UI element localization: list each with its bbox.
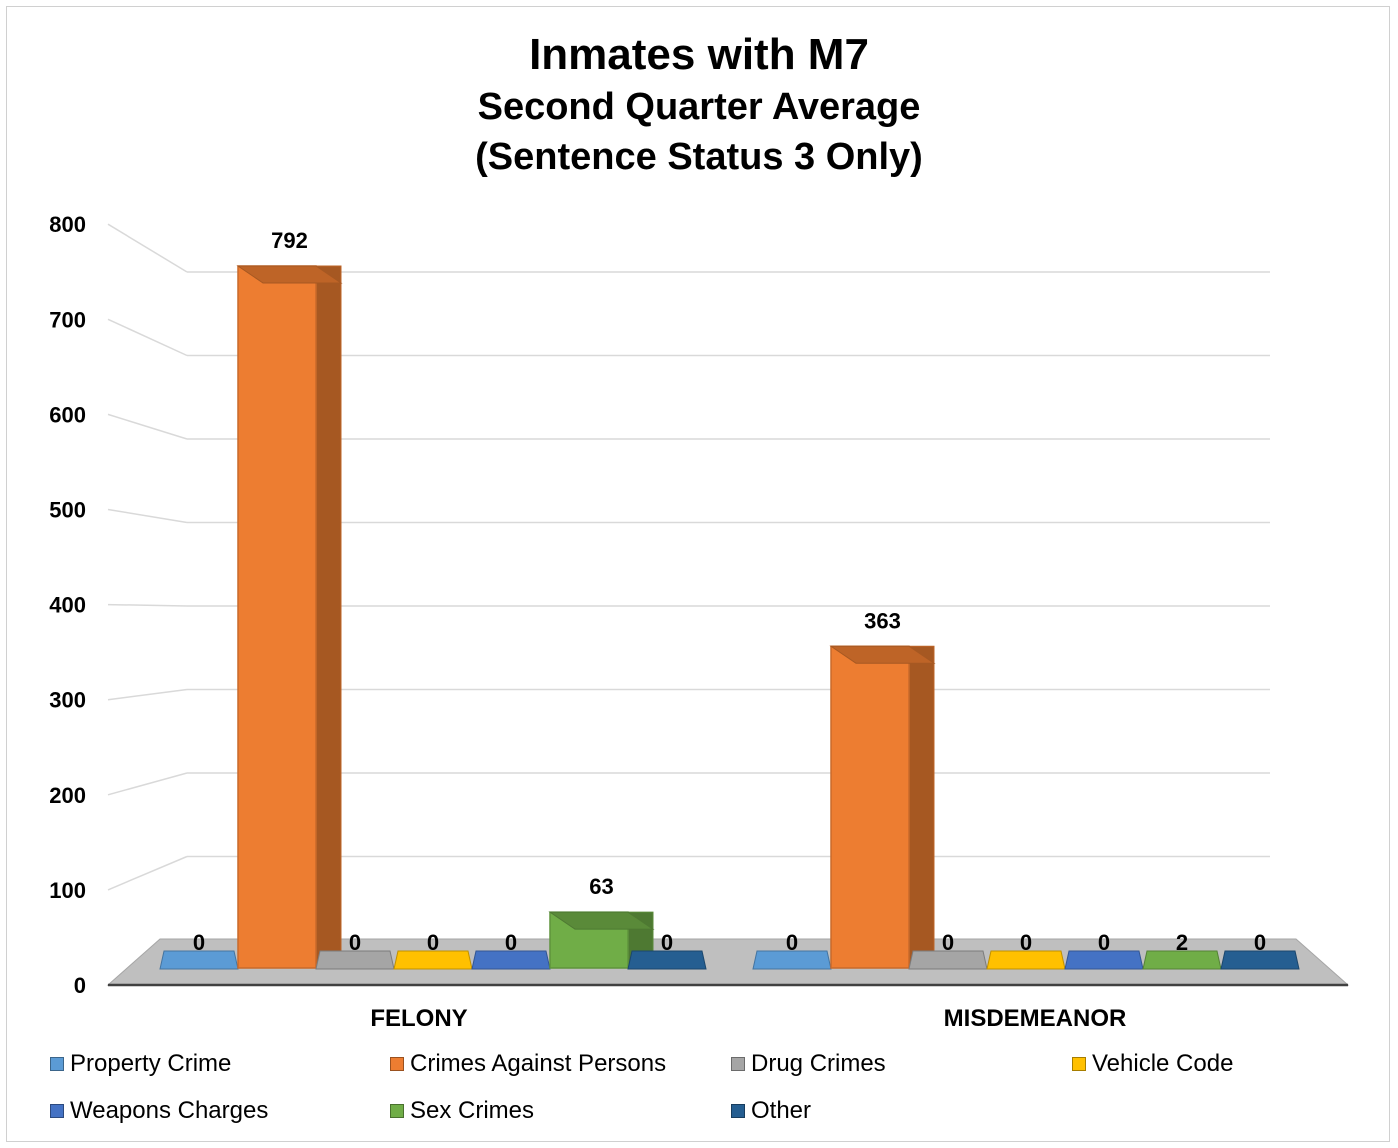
y-axis: 0 100 200 300 400 500 600 700 800 xyxy=(49,212,86,998)
side-gridline xyxy=(107,688,188,701)
legend-label: Vehicle Code xyxy=(1092,1050,1234,1077)
y-tick-label: 200 xyxy=(49,783,86,808)
bar-flat xyxy=(1064,950,1144,970)
chart-title: Inmates with M7 xyxy=(529,30,869,79)
bar-top xyxy=(829,645,936,664)
bar-flat xyxy=(908,950,988,970)
bar xyxy=(1142,950,1222,970)
bar-flat xyxy=(393,950,473,970)
x-category-label: FELONY xyxy=(370,1005,467,1032)
y-tick-label: 100 xyxy=(49,878,86,903)
x-axis: FELONY MISDEMEANOR xyxy=(370,1005,1126,1032)
bar xyxy=(1220,950,1300,970)
legend-swatch xyxy=(731,1104,745,1118)
bar xyxy=(752,950,832,970)
data-label: 0 xyxy=(786,930,798,955)
bar xyxy=(393,950,473,970)
bar-top xyxy=(548,911,655,930)
bar-top xyxy=(236,265,343,284)
chart-subtitle-line-1: Second Quarter Average xyxy=(477,86,921,128)
side-gridline xyxy=(107,223,188,273)
data-label: 363 xyxy=(864,608,901,633)
bar-flat xyxy=(159,950,239,970)
side-gridline xyxy=(107,603,188,607)
side-gridline xyxy=(107,413,188,440)
data-label: 0 xyxy=(661,930,673,955)
legend-swatch xyxy=(390,1057,404,1071)
data-label: 0 xyxy=(349,930,361,955)
data-labels: 0 792 0 0 0 63 0 0 363 0 0 0 2 0 xyxy=(193,228,1266,955)
bar xyxy=(315,950,395,970)
data-label: 2 xyxy=(1176,930,1188,955)
bar-flat xyxy=(986,950,1066,970)
legend-label: Crimes Against Persons xyxy=(410,1050,667,1077)
bar xyxy=(829,645,936,969)
data-label: 0 xyxy=(942,930,954,955)
legend-swatch xyxy=(731,1057,745,1071)
legend-swatch xyxy=(1072,1057,1086,1071)
data-label: 0 xyxy=(427,930,439,955)
chart-walls xyxy=(107,223,1270,891)
y-tick-label: 0 xyxy=(74,973,86,998)
legend-swatch xyxy=(50,1104,64,1118)
x-category-label: MISDEMEANOR xyxy=(944,1005,1127,1032)
bar xyxy=(986,950,1066,970)
bar-flat xyxy=(1220,950,1300,970)
data-label: 0 xyxy=(505,930,517,955)
legend-swatch xyxy=(50,1057,64,1071)
bar-flat xyxy=(1142,950,1222,970)
bar xyxy=(159,950,239,970)
y-tick-label: 800 xyxy=(49,212,86,237)
data-label: 0 xyxy=(1020,930,1032,955)
legend-label: Drug Crimes xyxy=(751,1050,886,1077)
legend-item: Other xyxy=(731,1097,811,1125)
side-gridline xyxy=(107,508,188,524)
bar-side xyxy=(908,645,935,969)
bar-front xyxy=(237,265,317,969)
bar xyxy=(1064,950,1144,970)
legend-item: Crimes Against Persons xyxy=(390,1050,666,1078)
bar-flat xyxy=(752,950,832,970)
legend-swatch xyxy=(390,1104,404,1118)
side-gridline xyxy=(107,318,188,357)
bar xyxy=(908,950,988,970)
legend-label: Sex Crimes xyxy=(410,1097,535,1124)
data-label: 0 xyxy=(1254,930,1266,955)
data-label: 792 xyxy=(271,228,308,253)
side-gridline xyxy=(107,772,188,796)
y-tick-label: 400 xyxy=(49,593,86,618)
y-tick-label: 500 xyxy=(49,498,86,523)
data-label: 0 xyxy=(1098,930,1110,955)
legend-item: Sex Crimes xyxy=(390,1097,534,1125)
bar-front xyxy=(830,645,910,969)
legend-item: Vehicle Code xyxy=(1072,1050,1233,1078)
bar-flat xyxy=(315,950,395,970)
legend-label: Other xyxy=(751,1097,812,1124)
data-label: 0 xyxy=(193,930,205,955)
y-tick-label: 700 xyxy=(49,307,86,332)
legend-item: Weapons Charges xyxy=(50,1097,268,1125)
data-label: 63 xyxy=(589,874,613,899)
legend-label: Weapons Charges xyxy=(70,1097,269,1124)
legend-label: Property Crime xyxy=(70,1050,232,1077)
bar xyxy=(627,950,707,970)
bar-side xyxy=(315,265,342,969)
side-gridline xyxy=(107,855,188,891)
y-tick-label: 600 xyxy=(49,402,86,427)
bar-flat xyxy=(471,950,551,970)
bars xyxy=(159,265,1300,970)
chart-subtitle-line-2: (Sentence Status 3 Only) xyxy=(475,136,923,178)
bar xyxy=(471,950,551,970)
bar xyxy=(236,265,343,969)
bar-flat xyxy=(627,950,707,970)
legend-item: Drug Crimes xyxy=(731,1050,886,1078)
legend-item: Property Crime xyxy=(50,1050,231,1078)
y-tick-label: 300 xyxy=(49,688,86,713)
